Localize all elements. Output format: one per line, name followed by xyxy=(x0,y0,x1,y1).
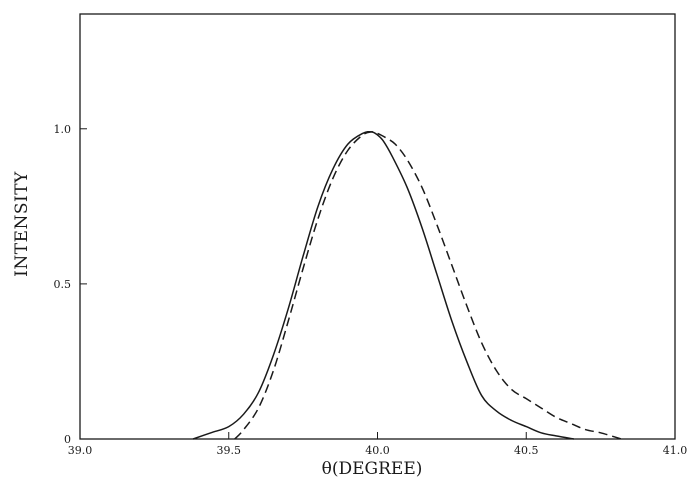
x-ticks: 39.0 39.5 40.0 40.5 41.0 xyxy=(68,432,688,457)
y-axis-label: INTENSITY xyxy=(12,171,32,277)
y-tick-label: 1.0 xyxy=(54,123,72,136)
y-tick-label: 0 xyxy=(64,433,71,446)
dashed-series-line xyxy=(234,131,622,440)
x-tick-label: 41.0 xyxy=(663,444,688,457)
x-tick-label: 39.0 xyxy=(68,444,93,457)
y-tick-label: 0.5 xyxy=(54,278,72,291)
x-tick-label: 40.5 xyxy=(514,444,539,457)
x-tick-label: 40.0 xyxy=(365,444,390,457)
plot-frame xyxy=(79,13,676,440)
x-tick-label: 39.5 xyxy=(217,444,242,457)
series-layer xyxy=(192,130,622,440)
solid-series-line xyxy=(192,130,574,440)
x-axis-label: θ(DEGREE) xyxy=(322,459,423,479)
y-ticks: 0 0.5 1.0 xyxy=(54,123,87,446)
